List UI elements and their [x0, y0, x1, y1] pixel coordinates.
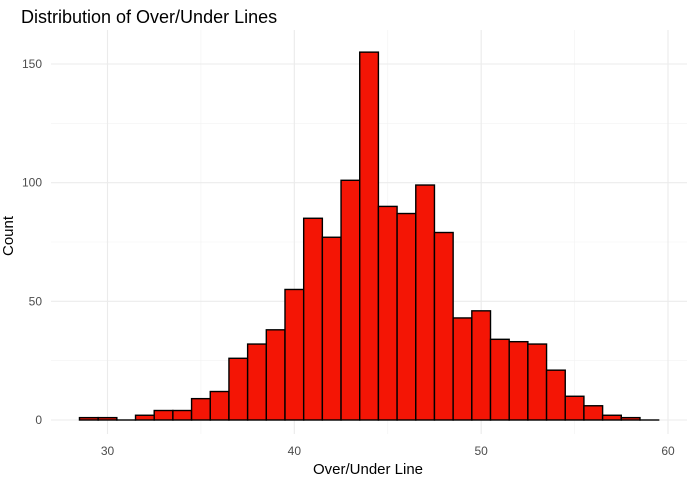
histogram-bar-57 — [601, 414, 622, 421]
x-tick-label: 40 — [288, 444, 302, 458]
y-tick-label: 150 — [22, 57, 42, 71]
histogram-bar-52 — [508, 340, 529, 421]
histogram-bar-32 — [134, 414, 155, 421]
y-tick-label: 100 — [22, 176, 42, 190]
histogram-bars — [78, 51, 660, 421]
histogram-bar-54 — [545, 369, 566, 421]
y-tick-label: 50 — [29, 294, 43, 308]
histogram-bar-47 — [415, 184, 436, 421]
histogram-bar-36 — [209, 390, 230, 421]
histogram-bar-35 — [190, 397, 211, 421]
histogram-bar-51 — [489, 338, 510, 421]
histogram-bar-48 — [433, 231, 454, 421]
histogram-bar-53 — [527, 343, 548, 421]
histogram-bar-41 — [302, 217, 324, 421]
histogram-bar-34 — [172, 409, 193, 421]
histogram-bar-33 — [153, 409, 174, 421]
histogram-bar-50 — [471, 310, 492, 421]
x-tick-label: 50 — [474, 444, 488, 458]
histogram-bar-30 — [97, 416, 118, 421]
y-axis-title: Count — [0, 215, 17, 256]
histogram-bar-43 — [340, 179, 361, 421]
histogram-bar-29 — [78, 416, 99, 421]
x-tick-label: 30 — [101, 444, 115, 458]
histogram-bar-55 — [564, 395, 585, 421]
x-tick-label: 60 — [661, 444, 675, 458]
chart-title: Distribution of Over/Under Lines — [21, 7, 277, 27]
histogram-bar-37 — [228, 357, 249, 421]
histogram-bar-49 — [452, 317, 473, 421]
histogram-bar-45 — [377, 205, 398, 421]
histogram-bar-38 — [246, 343, 268, 421]
histogram-bar-44 — [359, 51, 380, 421]
histogram-bar-46 — [396, 212, 417, 421]
x-axis-title: Over/Under Line — [313, 461, 423, 478]
histogram-bar-58 — [620, 416, 641, 421]
x-axis-ticks: 30 40 50 60 — [101, 444, 675, 458]
histogram-bar-40 — [284, 288, 305, 421]
y-axis-ticks: 0 50 100 150 — [22, 57, 42, 427]
y-tick-label: 0 — [35, 413, 42, 427]
histogram-bar-42 — [321, 236, 342, 421]
histogram-bar-39 — [265, 329, 286, 421]
histogram-bar-56 — [583, 405, 604, 421]
